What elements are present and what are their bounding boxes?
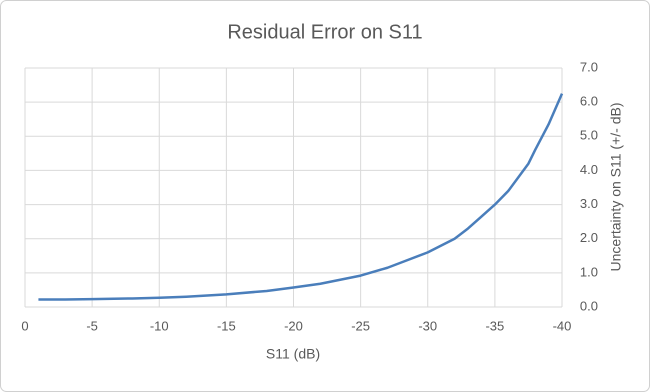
y-tick-label: 4.0: [580, 162, 598, 177]
x-tick-label: -15: [217, 318, 236, 333]
data-line: [38, 93, 564, 301]
y-tick-label: 5.0: [580, 128, 598, 143]
x-tick-label: -10: [150, 318, 169, 333]
x-tick-label: -40: [553, 318, 572, 333]
y-tick-label: 2.0: [580, 230, 598, 245]
y-tick-label: 7.0: [580, 59, 598, 74]
x-tick-label: -35: [485, 318, 504, 333]
y-tick-label: 3.0: [580, 196, 598, 211]
y-axis-label: Uncertainty on S11 (+/- dB): [608, 103, 624, 272]
y-tick-label: 1.0: [580, 264, 598, 279]
x-axis-label: S11 (dB): [266, 346, 320, 362]
chart-title: Residual Error on S11: [227, 21, 422, 43]
x-tick-label: -20: [284, 318, 303, 333]
x-tick-label: 0: [21, 318, 28, 333]
y-tick-label: 6.0: [580, 94, 598, 109]
x-tick-label: -5: [86, 318, 98, 333]
x-tick-label: -30: [418, 318, 437, 333]
y-tick-label: 0.0: [580, 298, 598, 313]
x-tick-label: -25: [351, 318, 370, 333]
